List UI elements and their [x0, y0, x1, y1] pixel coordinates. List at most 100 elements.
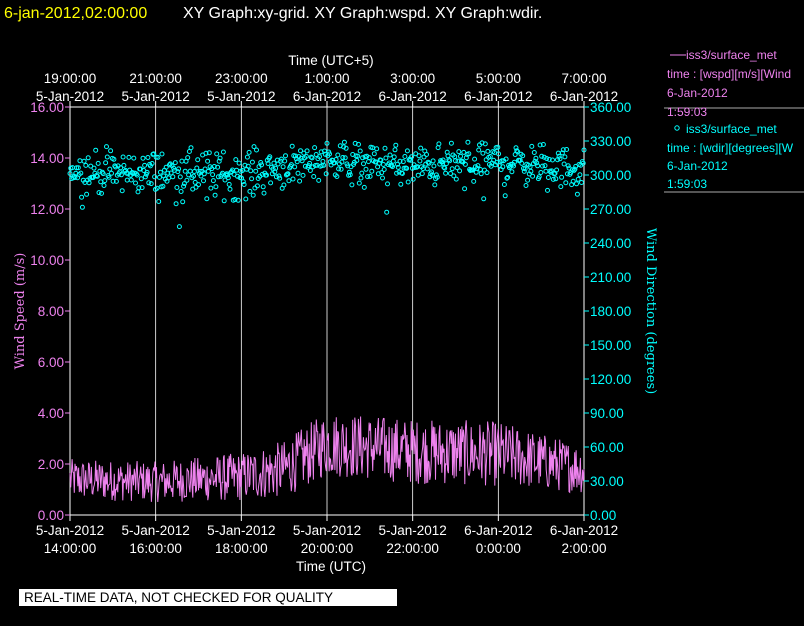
wdir-point [120, 154, 126, 160]
wdir-point [192, 179, 198, 185]
wdir-point [523, 183, 529, 188]
wdir-point [249, 159, 255, 165]
wdir-point [557, 156, 563, 162]
legend-entry-wspd: iss3/surface_met time : [wspd][m/s][Wind… [667, 48, 791, 119]
wdir-point [366, 159, 371, 165]
wdir-point [541, 154, 547, 160]
wdir-point [307, 160, 313, 166]
wdir-point [201, 171, 207, 177]
wdir-point [545, 187, 550, 193]
wdir-point [100, 171, 106, 177]
wdir-point [361, 184, 367, 190]
legend-wdir-line4: 1:59:03 [667, 177, 707, 191]
wdir-point [509, 169, 515, 175]
wdir-point [561, 161, 567, 167]
wdir-point [254, 147, 259, 153]
wdir-point [393, 142, 399, 148]
wdir-point [345, 163, 351, 169]
wdir-point [499, 158, 505, 164]
wdir-point [103, 160, 109, 166]
bottom-tick-date: 6-Jan-2012 [550, 523, 618, 538]
legend-wdir-line2: time : [wdir][degrees][W [667, 141, 794, 155]
wdir-point [142, 162, 148, 168]
wdir-point [340, 155, 346, 160]
wdir-point [285, 171, 291, 177]
wdir-point [308, 154, 314, 160]
wdir-point [144, 169, 150, 175]
wdir-point [394, 170, 400, 176]
top-tick-date: 6-Jan-2012 [464, 89, 532, 104]
right-axis: 0.00 30.00 60.00 90.00 120.00 150.00 180.00 210… [584, 100, 631, 523]
wdir-point [312, 145, 318, 151]
wdir-point [343, 145, 349, 151]
top-tick-time: 7:00:00 [561, 71, 606, 86]
wdir-point [226, 181, 232, 187]
wdir-point [167, 162, 172, 168]
wdir-point [210, 172, 216, 178]
wdir-point [298, 155, 304, 161]
wdir-point [458, 153, 463, 159]
wdir-point [148, 181, 154, 187]
wdir-point [574, 181, 579, 187]
wdir-point [83, 162, 89, 168]
wdir-point [448, 171, 453, 176]
right-tick-label: 180.00 [590, 304, 631, 319]
wdir-point [258, 160, 264, 165]
wdir-point [191, 173, 196, 179]
wdir-point [515, 149, 521, 155]
wdir-point [545, 175, 551, 180]
wdir-point [321, 162, 327, 168]
wdir-point [409, 154, 415, 160]
wdir-point [521, 168, 527, 174]
wdir-point [359, 170, 365, 176]
wdir-point [177, 174, 183, 180]
wdir-point [357, 148, 363, 154]
wdir-point [293, 153, 298, 159]
wdir-point [415, 172, 421, 178]
wdir-point [564, 147, 570, 152]
wdir-point [208, 185, 214, 191]
bottom-tick-time: 16:00:00 [129, 541, 182, 556]
wdir-point [356, 180, 362, 186]
wdir-point [462, 161, 468, 167]
wdir-point [356, 141, 361, 147]
wdir-point [316, 177, 322, 183]
wdir-point [181, 183, 187, 189]
wdir-point [119, 188, 125, 194]
wdir-point [443, 161, 449, 167]
top-tick-date: 5-Jan-2012 [122, 89, 190, 104]
wdir-point [126, 154, 132, 160]
wdir-point [333, 157, 339, 162]
wdir-point [339, 159, 345, 165]
wdir-point [220, 149, 226, 155]
wdir-point [254, 183, 260, 189]
wdir-point [139, 185, 145, 191]
wdir-point [121, 162, 127, 168]
wdir-point [235, 197, 241, 203]
notice-box [19, 589, 397, 606]
wdir-point [366, 155, 372, 161]
wdir-point [77, 158, 83, 164]
wdir-point [193, 184, 199, 190]
wdir-point [297, 178, 303, 184]
wdir-point [540, 142, 546, 147]
wdir-point [304, 148, 310, 154]
wdir-point [436, 141, 442, 147]
wdir-point [495, 144, 501, 150]
wdir-point [441, 164, 447, 170]
wdir-point [402, 154, 408, 159]
wdir-point [311, 174, 317, 179]
wdir-point [276, 173, 282, 179]
wdir-point [556, 153, 562, 159]
wdir-point [136, 185, 142, 191]
wdir-point [473, 169, 479, 175]
wdir-point [543, 168, 549, 174]
wdir-point [188, 145, 194, 151]
wdir-point [539, 153, 545, 159]
wdir-point [108, 148, 114, 154]
wdir-point [465, 139, 471, 145]
wdir-point [400, 159, 406, 165]
timestamp: 6-jan-2012,02:00:00 [4, 5, 147, 22]
wdir-point [335, 152, 341, 158]
wdir-point [404, 148, 410, 154]
